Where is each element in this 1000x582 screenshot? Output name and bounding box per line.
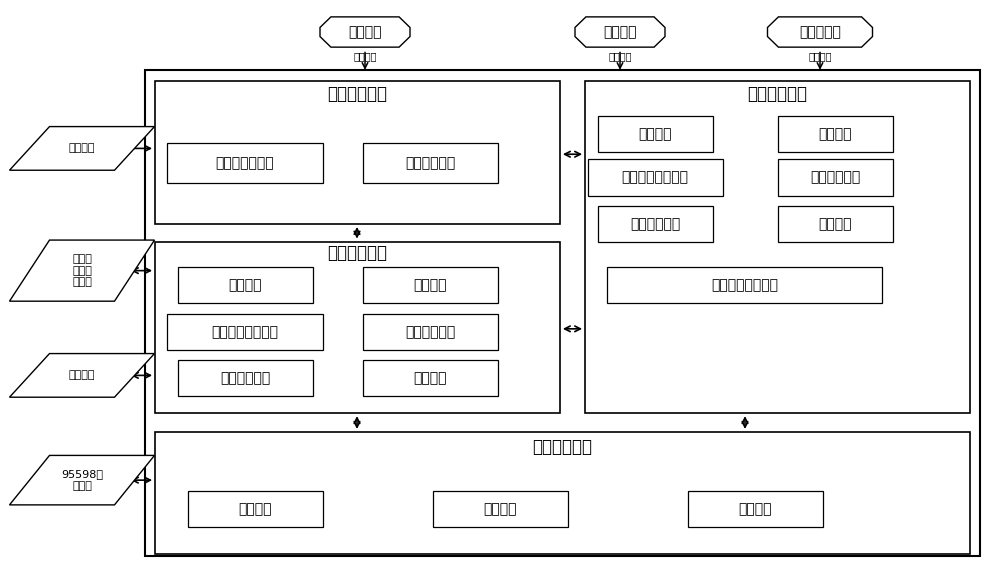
Bar: [598, 116, 712, 152]
Polygon shape: [10, 455, 154, 505]
Text: 实时监控管理: 实时监控管理: [532, 438, 592, 456]
Text: 渠道服务管理: 渠道服务管理: [747, 86, 807, 103]
Bar: [178, 360, 312, 396]
Bar: [188, 491, 322, 527]
Bar: [167, 314, 322, 350]
Bar: [778, 159, 893, 196]
Text: 金融渠道: 金融渠道: [603, 25, 637, 39]
Text: 电费收
缴及账
务管理: 电费收 缴及账 务管理: [72, 254, 92, 288]
Text: 软件升级管理: 软件升级管理: [405, 325, 455, 339]
Text: 终端对时管理: 终端对时管理: [220, 371, 270, 385]
Text: 客户联络: 客户联络: [69, 370, 95, 381]
Bar: [167, 143, 322, 183]
Text: 客户身份认证服务: 客户身份认证服务: [712, 278, 778, 292]
Bar: [362, 314, 498, 350]
Bar: [778, 206, 893, 242]
Text: 缴费信息: 缴费信息: [608, 51, 632, 62]
Bar: [688, 491, 822, 527]
Text: 资产管理: 资产管理: [69, 143, 95, 154]
Polygon shape: [10, 354, 154, 397]
Text: 95598业
务处理: 95598业 务处理: [61, 469, 103, 491]
Text: 监控管理: 监控管理: [238, 502, 272, 516]
Polygon shape: [768, 17, 872, 47]
Bar: [362, 360, 498, 396]
Text: 非金融渠道: 非金融渠道: [799, 25, 841, 39]
Text: 缴费信息: 缴费信息: [808, 51, 832, 62]
Polygon shape: [575, 17, 665, 47]
Bar: [432, 491, 568, 527]
Bar: [178, 267, 312, 303]
Text: 渠道商系统调试: 渠道商系统调试: [216, 156, 274, 170]
Text: 终端对时管理: 终端对时管理: [630, 217, 680, 231]
Bar: [155, 432, 970, 554]
Polygon shape: [320, 17, 410, 47]
Text: 内容管理: 内容管理: [818, 217, 852, 231]
Text: 终端应用管理: 终端应用管理: [327, 244, 387, 261]
Bar: [778, 116, 893, 152]
Bar: [588, 159, 722, 196]
Polygon shape: [10, 240, 154, 301]
Bar: [155, 81, 560, 224]
Text: 功能定制: 功能定制: [413, 278, 447, 292]
Text: 渠道调试管理: 渠道调试管理: [327, 86, 387, 103]
Polygon shape: [10, 127, 154, 170]
Text: 运行参数配置管理: 运行参数配置管理: [212, 325, 278, 339]
Text: 缴费信息: 缴费信息: [353, 51, 377, 62]
Bar: [607, 267, 882, 303]
Text: 缴费设备调试: 缴费设备调试: [405, 156, 455, 170]
Bar: [598, 206, 712, 242]
Bar: [362, 267, 498, 303]
Bar: [585, 81, 970, 413]
Text: 运行参数配置管理: 运行参数配置管理: [622, 171, 688, 184]
Bar: [155, 242, 560, 413]
Text: 群组管理: 群组管理: [228, 278, 262, 292]
Bar: [362, 143, 498, 183]
Text: 告警管理: 告警管理: [483, 502, 517, 516]
Text: 群组管理: 群组管理: [638, 127, 672, 141]
Bar: [145, 70, 980, 556]
Text: 异常管理: 异常管理: [738, 502, 772, 516]
Text: 内容管理: 内容管理: [413, 371, 447, 385]
Text: 功能定制: 功能定制: [818, 127, 852, 141]
Text: 电力渠道: 电力渠道: [348, 25, 382, 39]
Text: 软件升级管理: 软件升级管理: [810, 171, 860, 184]
